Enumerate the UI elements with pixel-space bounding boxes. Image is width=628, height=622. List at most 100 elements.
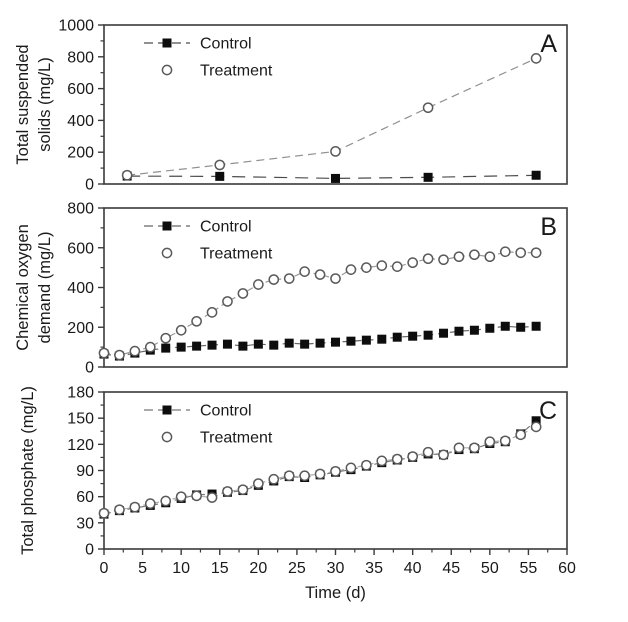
- y-tick-label: 60: [76, 489, 94, 506]
- y-axis-label: Total suspended: [14, 44, 32, 164]
- data-marker-circle: [314, 269, 326, 280]
- series-treatment: [121, 53, 542, 181]
- data-marker-square: [531, 170, 541, 180]
- legend-marker-circle: [161, 247, 173, 259]
- x-tick-label: 10: [172, 560, 190, 577]
- data-marker-square: [469, 325, 479, 335]
- data-marker-circle: [214, 159, 226, 171]
- data-marker-circle: [252, 279, 264, 290]
- x-tick-label: 55: [520, 560, 538, 577]
- x-tick-label: 35: [365, 560, 383, 577]
- data-marker-circle: [499, 246, 511, 258]
- y-axis-label: Total phosphate (mg/L): [19, 386, 37, 555]
- data-marker-circle: [252, 478, 264, 489]
- data-marker-circle: [345, 264, 357, 275]
- data-marker-circle: [453, 442, 465, 454]
- data-marker-square: [192, 341, 202, 351]
- data-marker-circle: [422, 102, 434, 114]
- legend-label: Treatment: [200, 246, 273, 263]
- data-marker-circle: [222, 296, 233, 307]
- data-marker-circle: [283, 273, 295, 284]
- data-marker-circle: [144, 341, 156, 353]
- x-tick-label: 20: [249, 560, 267, 577]
- data-marker-circle: [391, 261, 403, 272]
- y-tick-label: 800: [67, 49, 94, 66]
- data-marker-square: [346, 336, 356, 346]
- y-tick-label: 120: [67, 437, 94, 454]
- data-marker-square: [423, 172, 433, 182]
- y-tick-label: 200: [67, 145, 94, 162]
- panel-letter: C: [539, 397, 557, 425]
- data-marker-circle: [114, 504, 125, 516]
- y-tick-label: 150: [67, 411, 94, 428]
- data-marker-circle: [222, 486, 233, 497]
- data-marker-circle: [438, 449, 449, 461]
- data-marker-square: [331, 173, 340, 183]
- y-axis-label: demand (mg/L): [36, 232, 54, 344]
- plot-frame: [103, 24, 568, 185]
- x-tick-label: 45: [442, 560, 460, 577]
- data-marker-circle: [237, 484, 249, 496]
- data-marker-circle: [98, 507, 110, 519]
- data-marker-circle: [438, 254, 449, 266]
- y-tick-label: 200: [67, 320, 94, 337]
- y-tick-label: 400: [67, 280, 94, 297]
- data-marker-circle: [299, 266, 310, 277]
- data-marker-square: [222, 339, 232, 349]
- data-marker-circle: [422, 446, 434, 458]
- legend-marker-circle: [161, 64, 173, 76]
- data-marker-square: [392, 332, 402, 342]
- data-marker-square: [161, 343, 171, 353]
- data-marker-circle: [330, 146, 341, 157]
- data-marker-square: [454, 326, 464, 336]
- data-marker-square: [439, 328, 449, 338]
- data-marker-square: [238, 341, 248, 351]
- data-marker-circle: [268, 473, 280, 485]
- data-marker-circle: [453, 251, 465, 263]
- data-marker-circle: [345, 462, 357, 474]
- data-marker-circle: [121, 169, 133, 181]
- data-marker-circle: [515, 429, 527, 441]
- data-marker-circle: [160, 332, 172, 344]
- data-marker-circle: [361, 459, 372, 471]
- y-tick-label: 0: [85, 542, 94, 559]
- y-tick-label: 0: [85, 177, 94, 194]
- panel-letter: B: [540, 213, 557, 241]
- data-marker-circle: [129, 501, 141, 513]
- data-marker-circle: [376, 455, 388, 467]
- data-marker-circle: [129, 345, 141, 357]
- data-marker-square: [423, 330, 433, 340]
- data-marker-square: [485, 323, 495, 333]
- y-tick-label: 0: [85, 360, 94, 377]
- data-marker-circle: [484, 436, 496, 448]
- x-tick-label: 5: [138, 560, 147, 577]
- data-marker-circle: [499, 435, 511, 447]
- y-tick-label: 800: [67, 201, 94, 218]
- data-marker-circle: [175, 491, 187, 503]
- data-marker-square: [269, 340, 279, 350]
- legend-marker-square: [162, 405, 172, 415]
- data-marker-circle: [530, 53, 542, 64]
- data-marker-square: [207, 340, 217, 350]
- x-tick-label: 15: [211, 560, 229, 577]
- series-treatment: [98, 246, 542, 361]
- y-tick-label: 1000: [58, 18, 94, 35]
- legend-marker-circle: [161, 431, 173, 443]
- data-marker-circle: [469, 249, 480, 261]
- data-marker-circle: [191, 490, 202, 502]
- data-marker-square: [215, 171, 225, 181]
- data-marker-square: [531, 321, 541, 331]
- legend-label: Control: [200, 403, 252, 420]
- data-marker-circle: [530, 421, 542, 433]
- x-tick-label: 60: [558, 560, 576, 577]
- x-tick-label: 40: [404, 560, 422, 577]
- x-axis-label: Time (d): [305, 584, 366, 602]
- data-marker-square: [315, 338, 325, 348]
- x-tick-label: 25: [288, 560, 306, 577]
- y-tick-label: 600: [67, 81, 94, 98]
- data-marker-circle: [175, 324, 187, 336]
- data-marker-square: [331, 337, 340, 347]
- data-marker-circle: [191, 315, 202, 327]
